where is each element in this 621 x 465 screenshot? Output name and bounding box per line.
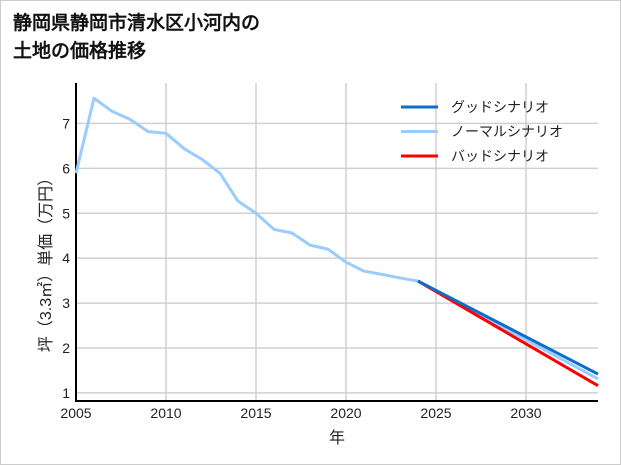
legend-label: ノーマルシナリオ — [451, 124, 563, 140]
y-axis-label: 坪（3.3㎡）単価（万円） — [37, 170, 55, 352]
x-tick-label: 2030 — [510, 405, 541, 421]
series-line-1 — [74, 96, 599, 381]
x-tick-label: 2025 — [420, 405, 451, 421]
legend-label: グッドシナリオ — [451, 99, 549, 115]
title-line-1: 静岡県静岡市清水区小河内の — [13, 12, 261, 34]
y-tick-label: 1 — [62, 385, 70, 401]
y-tick-label: 2 — [62, 340, 70, 356]
y-tick-label: 3 — [62, 295, 70, 311]
legend-label: バッドシナリオ — [451, 148, 549, 164]
x-tick-label: 2015 — [240, 405, 271, 421]
y-tick-label: 6 — [62, 160, 70, 176]
series-line-2 — [417, 279, 599, 388]
title-line-2: 土地の価格推移 — [13, 40, 147, 62]
y-tick-label: 7 — [62, 115, 70, 131]
x-axis-label: 年 — [329, 429, 345, 447]
x-tick-label: 2005 — [60, 405, 91, 421]
chart-title: 静岡県静岡市清水区小河内の 土地の価格推移 — [13, 9, 260, 65]
series-line-0 — [417, 279, 599, 376]
y-tick-label: 5 — [62, 205, 70, 221]
x-tick-label: 2020 — [330, 405, 361, 421]
y-tick-label: 4 — [62, 250, 70, 266]
x-tick-label: 2010 — [150, 405, 181, 421]
